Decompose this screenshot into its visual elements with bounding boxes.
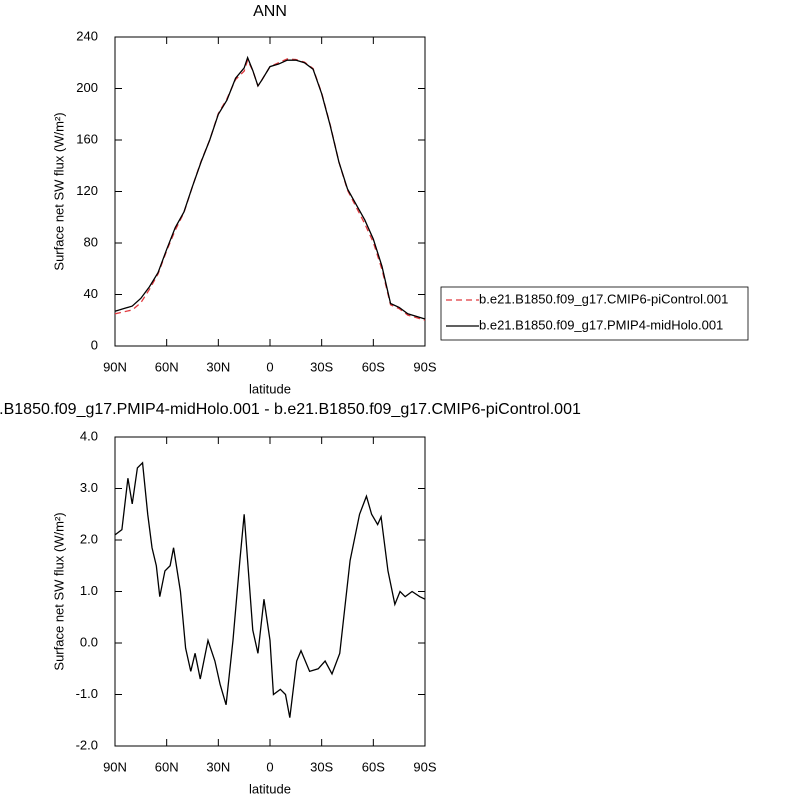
x-tick-label: 60N xyxy=(155,759,179,774)
data-line xyxy=(114,461,426,718)
y-tick-label: 1.0 xyxy=(80,583,98,598)
x-tick-label: 30S xyxy=(310,359,333,374)
y-tick-label: 3.0 xyxy=(80,480,98,495)
x-axis-label: latitude xyxy=(249,781,291,796)
legend-label: b.e21.B1850.f09_g17.CMIP6-piControl.001 xyxy=(479,291,728,306)
plot-frame xyxy=(114,436,426,747)
data-line xyxy=(114,58,426,321)
y-tick-label: 160 xyxy=(76,131,98,146)
y-tick-label: 240 xyxy=(76,28,98,43)
x-tick-label: 90S xyxy=(413,759,436,774)
y-axis-label: Surface net SW flux (W/m²) xyxy=(51,512,66,670)
x-tick-label: 30N xyxy=(206,359,230,374)
x-tick-label: 90N xyxy=(103,759,127,774)
x-tick-label: 0 xyxy=(266,359,273,374)
x-tick-label: 90N xyxy=(103,359,127,374)
x-tick-label: 30N xyxy=(206,759,230,774)
x-tick-label: 60N xyxy=(155,359,179,374)
chart-title: b.e21.B1850.f09_g17.PMIP4-midHolo.001 - … xyxy=(0,401,581,418)
x-axis-label: latitude xyxy=(249,381,291,396)
y-tick-label: 0.0 xyxy=(80,634,98,649)
y-tick-label: -1.0 xyxy=(76,686,98,701)
chart-title: ANN xyxy=(253,3,287,20)
legend-label: b.e21.B1850.f09_g17.PMIP4-midHolo.001 xyxy=(479,317,723,332)
y-tick-label: 4.0 xyxy=(80,428,98,443)
x-tick-label: 0 xyxy=(266,759,273,774)
y-axis-label: Surface net SW flux (W/m²) xyxy=(51,112,66,270)
x-tick-label: 60S xyxy=(362,759,385,774)
y-tick-label: -2.0 xyxy=(76,737,98,752)
plot-frame xyxy=(114,36,426,347)
x-tick-label: 60S xyxy=(362,359,385,374)
y-tick-label: 120 xyxy=(76,183,98,198)
x-tick-label: 30S xyxy=(310,759,333,774)
data-line xyxy=(114,55,426,320)
y-tick-label: 2.0 xyxy=(80,531,98,546)
x-tick-label: 90S xyxy=(413,359,436,374)
y-tick-label: 0 xyxy=(91,337,98,352)
y-tick-label: 80 xyxy=(84,234,98,249)
y-tick-label: 40 xyxy=(84,286,98,301)
y-tick-label: 200 xyxy=(76,80,98,95)
legend-box xyxy=(440,286,749,341)
